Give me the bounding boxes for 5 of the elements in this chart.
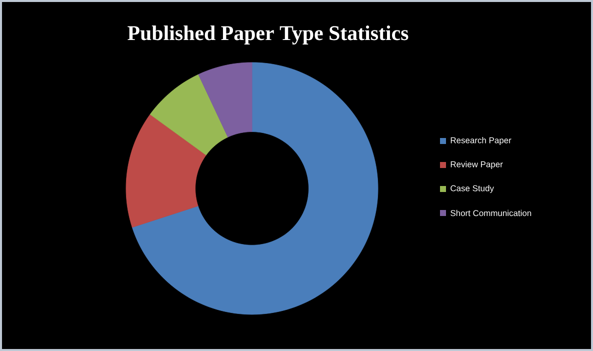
legend-label: Short Communication [450, 210, 532, 216]
legend-label: Case Study [450, 185, 494, 193]
legend-label: Research Paper [450, 137, 512, 145]
legend-label: Review Paper [450, 161, 503, 169]
chart-title: Published Paper Type Statistics [128, 25, 408, 45]
